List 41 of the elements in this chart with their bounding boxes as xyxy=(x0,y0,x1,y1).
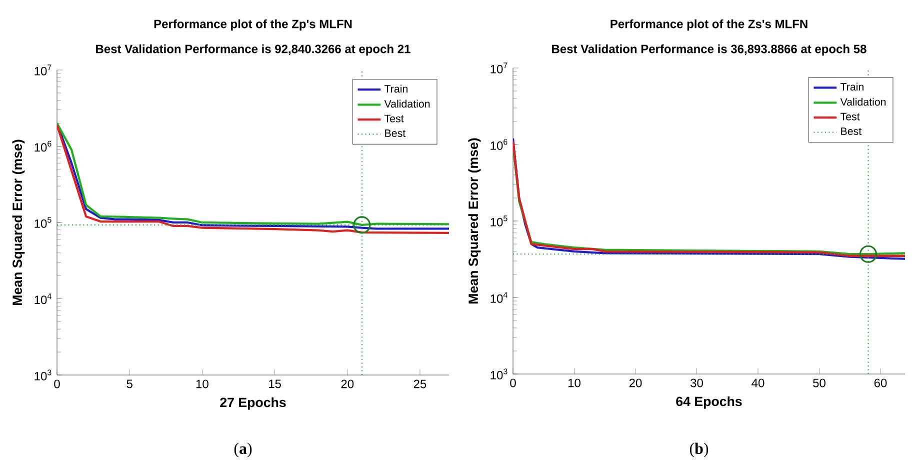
legend-label: Train xyxy=(384,84,408,93)
x-tick-label: 15 xyxy=(269,380,281,388)
y-tick-label: 10$^{6}$ xyxy=(34,140,52,152)
y-tick-label: 10$^{7}$ xyxy=(490,62,508,74)
legend-label: Validation xyxy=(384,100,430,108)
x-tick-label: 40 xyxy=(752,378,764,388)
x-tick-label: 0 xyxy=(510,378,516,388)
x-tick-label: 0 xyxy=(54,380,60,388)
y-tick-label: 10$^{3}$ xyxy=(34,370,52,380)
y-tick-label: 10$^{7}$ xyxy=(34,64,52,76)
y-tick-label: 10$^{6}$ xyxy=(490,139,508,150)
legend-label: Train xyxy=(840,82,864,91)
x-tick-label: 30 xyxy=(690,378,703,388)
x-tick-label: 60 xyxy=(874,378,887,388)
y-tick-label: 10$^{4}$ xyxy=(34,293,52,304)
chart-subtitle: Best Validation Performance is 92,840.3266 at epoch 21 xyxy=(96,44,410,56)
ref-line-label: Best xyxy=(841,128,862,136)
x-axis-title: 27 Epochs xyxy=(220,397,286,410)
legend-label: Test xyxy=(840,112,860,120)
legend-label: Test xyxy=(384,114,404,122)
x-tick-label: 25 xyxy=(414,380,426,388)
chart-title: Performance plot of the Zp's MLFN xyxy=(154,19,352,31)
x-tick-label: 20 xyxy=(341,380,354,388)
x-tick-label: 10 xyxy=(568,378,580,388)
legend-label: Validation xyxy=(840,98,886,106)
chart-subtitle: Best Validation Performance is 36,893.8866 at epoch 58 xyxy=(552,44,866,56)
x-tick-label: 50 xyxy=(813,378,826,388)
x-axis-title: 64 Epochs xyxy=(676,396,742,409)
text: (a) xyxy=(234,442,252,458)
chart-title: Performance plot of the Zs's MLFN xyxy=(610,19,808,31)
y-tick-label: 10$^{5}$ xyxy=(490,216,508,226)
x-tick-label: 10 xyxy=(196,380,208,388)
y-axis-title: Mean Squared Error (mse) xyxy=(12,140,25,305)
x-tick-label: 20 xyxy=(629,378,642,388)
y-axis-title: Mean Squared Error (mse) xyxy=(468,138,481,304)
y-tick-label: 10$^{5}$ xyxy=(34,217,52,228)
text: (b) xyxy=(690,442,708,458)
x-tick-label: 5 xyxy=(126,380,132,388)
y-tick-label: 10$^{4}$ xyxy=(490,292,508,303)
ref-line-label: Best xyxy=(385,130,406,137)
y-tick-label: 10$^{3}$ xyxy=(490,368,508,380)
